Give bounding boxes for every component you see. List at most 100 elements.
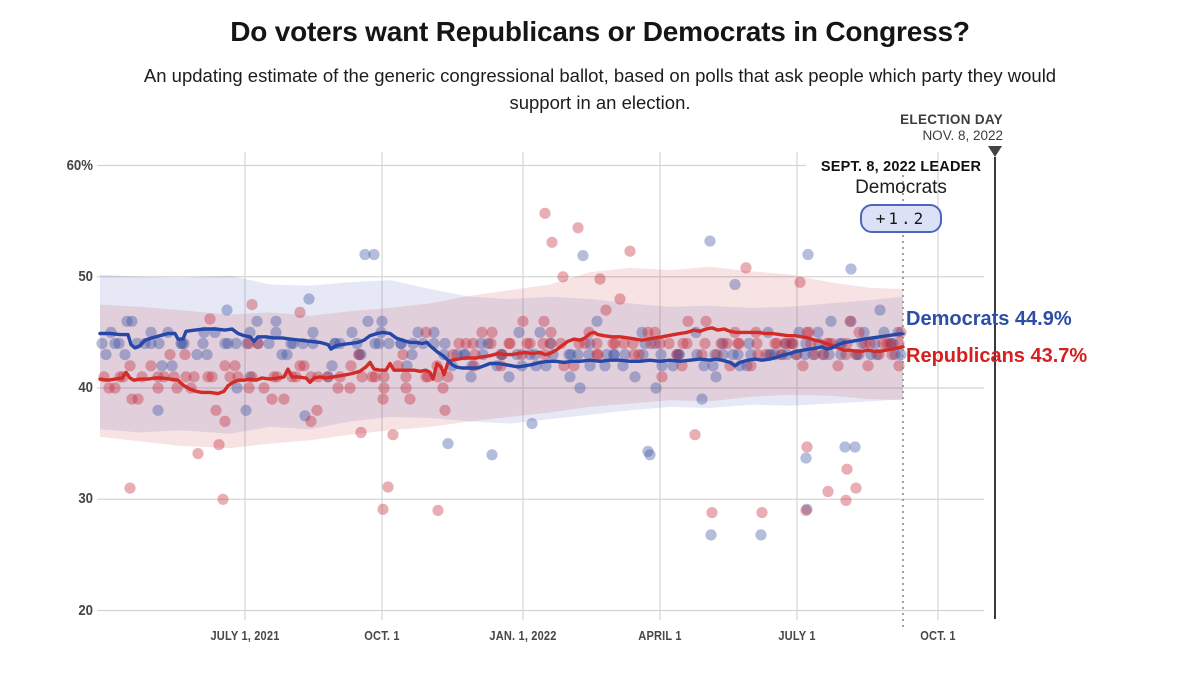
dem-poll-dot [895, 349, 907, 361]
dem-poll-dot [276, 349, 288, 361]
dem-poll-dot [513, 326, 525, 338]
rep-poll-dot [356, 371, 368, 383]
rep-poll-dot [460, 337, 472, 350]
rep-poll-dot [366, 371, 378, 383]
rep-poll-dot [600, 304, 612, 316]
dem-poll-dot [671, 349, 683, 361]
page-title: Do voters want Republicans or Democrats … [230, 16, 970, 47]
rep-poll-dot [152, 382, 164, 394]
dem-poll-dot [696, 393, 708, 405]
dem-poll-dot [839, 441, 851, 453]
dem-poll-dot [241, 337, 253, 350]
y-axis-label-40: 40 [78, 379, 93, 396]
dem-poll-dot [732, 349, 744, 361]
rep-poll-dot [591, 337, 603, 350]
dem-poll-dot [709, 349, 721, 361]
dem-poll-dot [119, 349, 131, 361]
rep-poll-dot [853, 326, 865, 338]
dem-poll-dot [534, 326, 546, 338]
rep-poll-dot [345, 360, 357, 372]
rep-poll-dot [258, 382, 270, 394]
rep-poll-dot [219, 360, 231, 372]
dem-poll-dot [369, 337, 381, 350]
rep-poll-dot [656, 371, 668, 383]
rep-poll-dot [524, 337, 536, 350]
dem-poll-dot [667, 360, 679, 372]
dem-poll-dot [755, 529, 767, 541]
dem-poll-dot [729, 278, 741, 291]
rep-poll-dot [740, 262, 752, 274]
y-axis-label-20: 20 [78, 601, 93, 619]
dem-poll-dot [197, 337, 209, 350]
rep-poll-dot [676, 360, 688, 372]
x-axis-label: JULY 1 [778, 628, 816, 643]
rep-poll-dot [732, 337, 744, 350]
dem-poll-dot [412, 326, 424, 338]
dem-poll-dot [263, 337, 275, 350]
rep-poll-dot [844, 315, 856, 327]
rep-poll-dot [437, 382, 449, 394]
rep-poll-dot [801, 441, 813, 453]
dem-poll-dot [887, 337, 899, 350]
rep-poll-dot [213, 439, 225, 451]
dem-poll-dot [565, 349, 577, 361]
leader-annotation: SEPT. 8, 2022 LEADER Democrats +1.2 [761, 159, 1041, 233]
rep-poll-dot [832, 360, 844, 372]
rep-poll-dot [642, 326, 654, 338]
rep-poll-dot [689, 429, 701, 441]
dem-poll-dot [817, 349, 829, 361]
dem-poll-dot [503, 371, 515, 383]
rep-poll-dot [103, 382, 115, 394]
rep-poll-dot [447, 349, 459, 361]
rep-poll-dot [699, 337, 711, 350]
dem-poll-dot [251, 315, 263, 327]
rep-poll-dot [294, 306, 306, 318]
rep-poll-dot [733, 337, 745, 350]
leader-label: SEPT. 8, 2022 LEADER [820, 159, 982, 175]
dem-poll-dot [800, 452, 812, 464]
rep-poll-dot [229, 360, 241, 372]
dem-poll-dot [619, 349, 631, 361]
election-day-label: ELECTION DAY [900, 112, 1003, 127]
rep-poll-dot [521, 337, 533, 350]
rep-poll-dot [663, 337, 675, 350]
dem-poll-dot [823, 349, 835, 361]
dem-poll-dot [526, 418, 538, 430]
republicans-end-label: Republicans 43.7% [906, 345, 1088, 367]
dem-poll-dot [650, 382, 662, 394]
dem-poll-dot [786, 337, 798, 350]
dem-poll-dot [362, 315, 374, 327]
rep-poll-dot [546, 236, 558, 248]
rep-poll-dot [677, 337, 689, 350]
rep-poll-dot [538, 315, 550, 327]
x-axis-label: APRIL 1 [638, 628, 682, 643]
rep-poll-dot [124, 482, 136, 494]
rep-poll-dot [624, 245, 636, 257]
rep-poll-dot [486, 326, 498, 338]
rep-poll-dot [485, 337, 497, 350]
rep-poll-dot [439, 404, 451, 416]
dem-poll-dot [583, 349, 595, 361]
dem-poll-dot [644, 449, 656, 461]
rep-poll-dot [681, 337, 693, 350]
y-axis-label-50: 50 [78, 267, 93, 285]
rep-poll-dot [132, 393, 144, 405]
rep-poll-dot [841, 463, 853, 475]
rep-poll-dot [545, 326, 557, 338]
dem-poll-dot [222, 337, 234, 350]
rep-poll-dot [202, 371, 214, 383]
rep-poll-dot [377, 503, 389, 515]
rep-trend-line [98, 326, 905, 396]
rep-poll-dot [794, 276, 806, 288]
rep-poll-dot [654, 337, 666, 350]
rep-poll-dot [180, 371, 192, 383]
dem-poll-dot [780, 337, 792, 350]
y-axis-label-60: 60% [66, 156, 93, 174]
rep-poll-dot [467, 337, 479, 350]
dem-poll-dot [704, 235, 716, 247]
dem-poll-dot [166, 360, 178, 372]
dem-poll-dot [406, 349, 418, 361]
dem-poll-dot [121, 315, 133, 327]
rep-poll-dot [517, 315, 529, 327]
leader-name: Democrats [855, 177, 947, 198]
